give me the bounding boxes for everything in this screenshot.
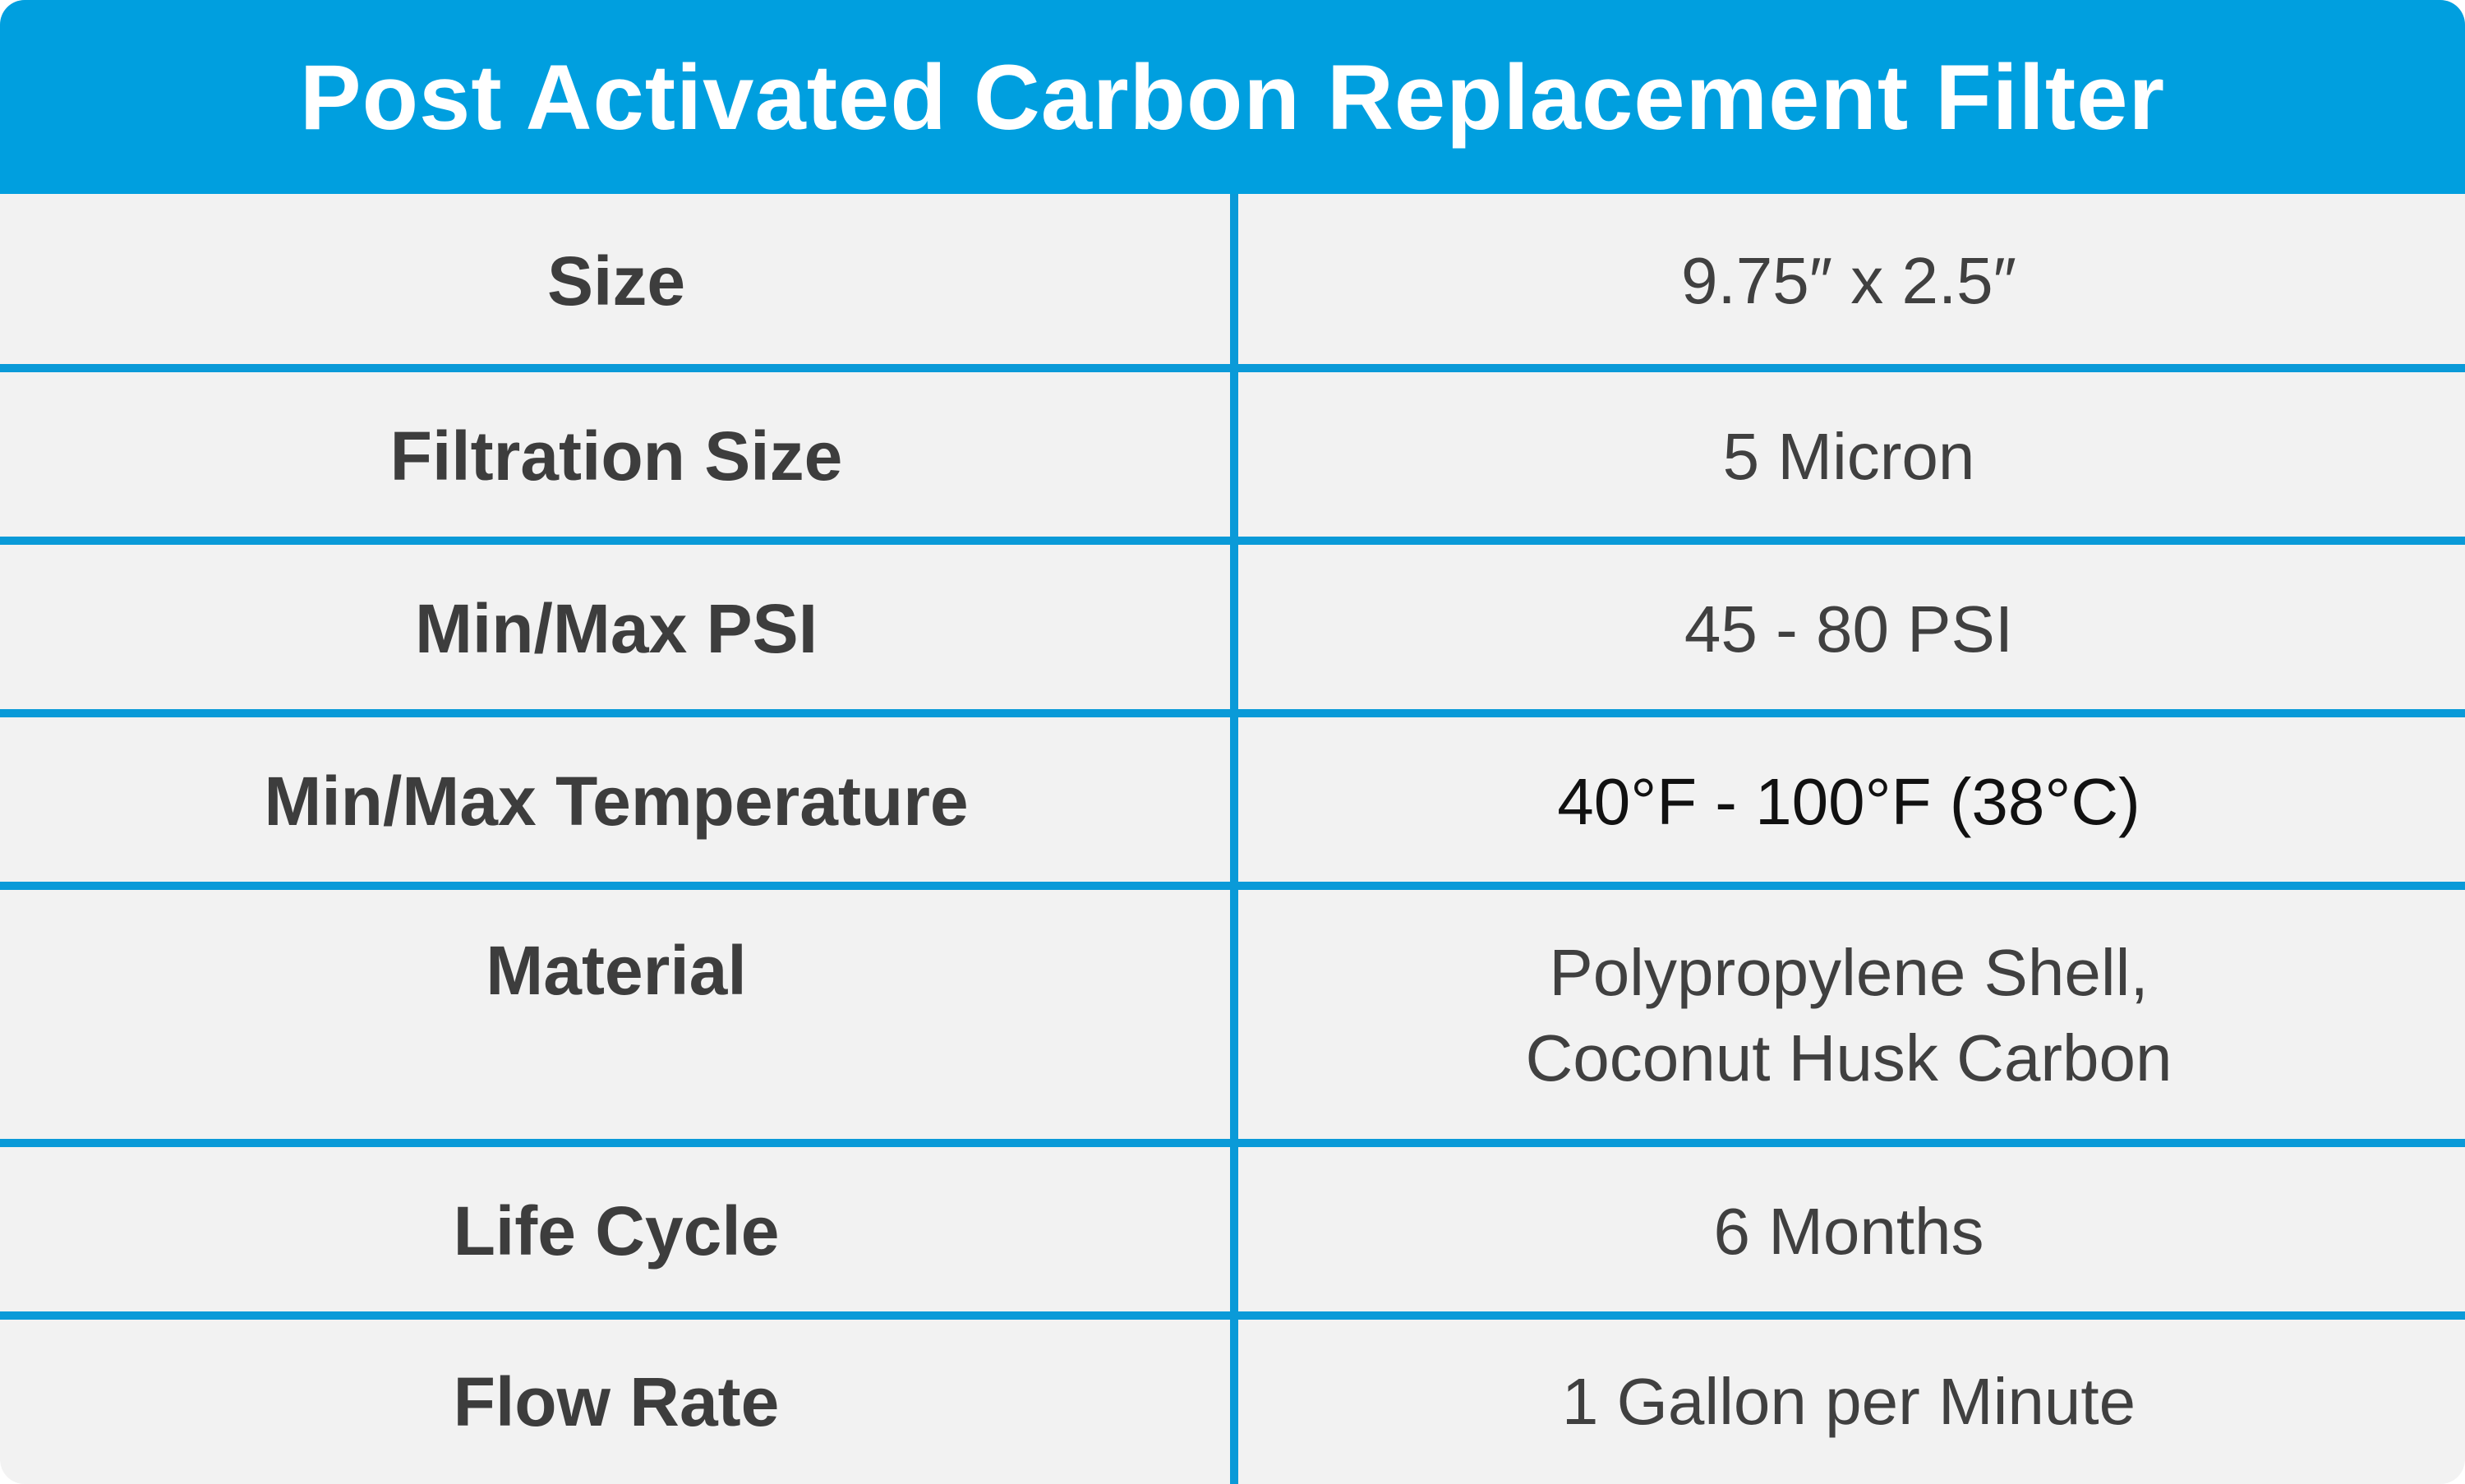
row-value: 45 - 80 PSI <box>1684 592 2014 666</box>
row-value-line: Coconut Husk Carbon <box>1525 1021 2172 1095</box>
row-label: Filtration Size <box>389 417 843 495</box>
table-row: Min/Max PSI 45 - 80 PSI <box>0 545 2465 713</box>
table-row: Size 9.75″ x 2.5″ <box>0 194 2465 368</box>
table-title: Post Activated Carbon Replacement Filter <box>0 0 2465 194</box>
row-label: Material <box>486 932 747 1009</box>
row-value: 6 Months <box>1713 1194 1984 1268</box>
table-row: Filtration Size 5 Micron <box>0 372 2465 541</box>
table-row: Material Polypropylene Shell, Coconut Hu… <box>0 890 2465 1141</box>
row-label: Min/Max Temperature <box>264 763 969 840</box>
row-label: Life Cycle <box>453 1192 780 1270</box>
row-label: Min/Max PSI <box>414 590 818 667</box>
row-label: Flow Rate <box>453 1362 780 1440</box>
table-row: Min/Max Temperature 40°F - 100°F (38°C) <box>0 717 2465 886</box>
row-value: 40°F - 100°F (38°C) <box>1557 764 2140 838</box>
table-row: Life Cycle 6 Months <box>0 1147 2465 1316</box>
row-value: 9.75″ x 2.5″ <box>1680 244 2016 317</box>
row-value-line: Polypropylene Shell, <box>1549 935 2149 1009</box>
column-divider <box>1230 194 1238 1484</box>
row-value: 1 Gallon per Minute <box>1561 1365 2136 1438</box>
row-value: Polypropylene Shell, Coconut Husk Carbon <box>1232 890 2465 1141</box>
table-row: Flow Rate 1 Gallon per Minute <box>0 1320 2465 1484</box>
row-value: 5 Micron <box>1722 419 1975 493</box>
row-label: Size <box>546 242 686 320</box>
